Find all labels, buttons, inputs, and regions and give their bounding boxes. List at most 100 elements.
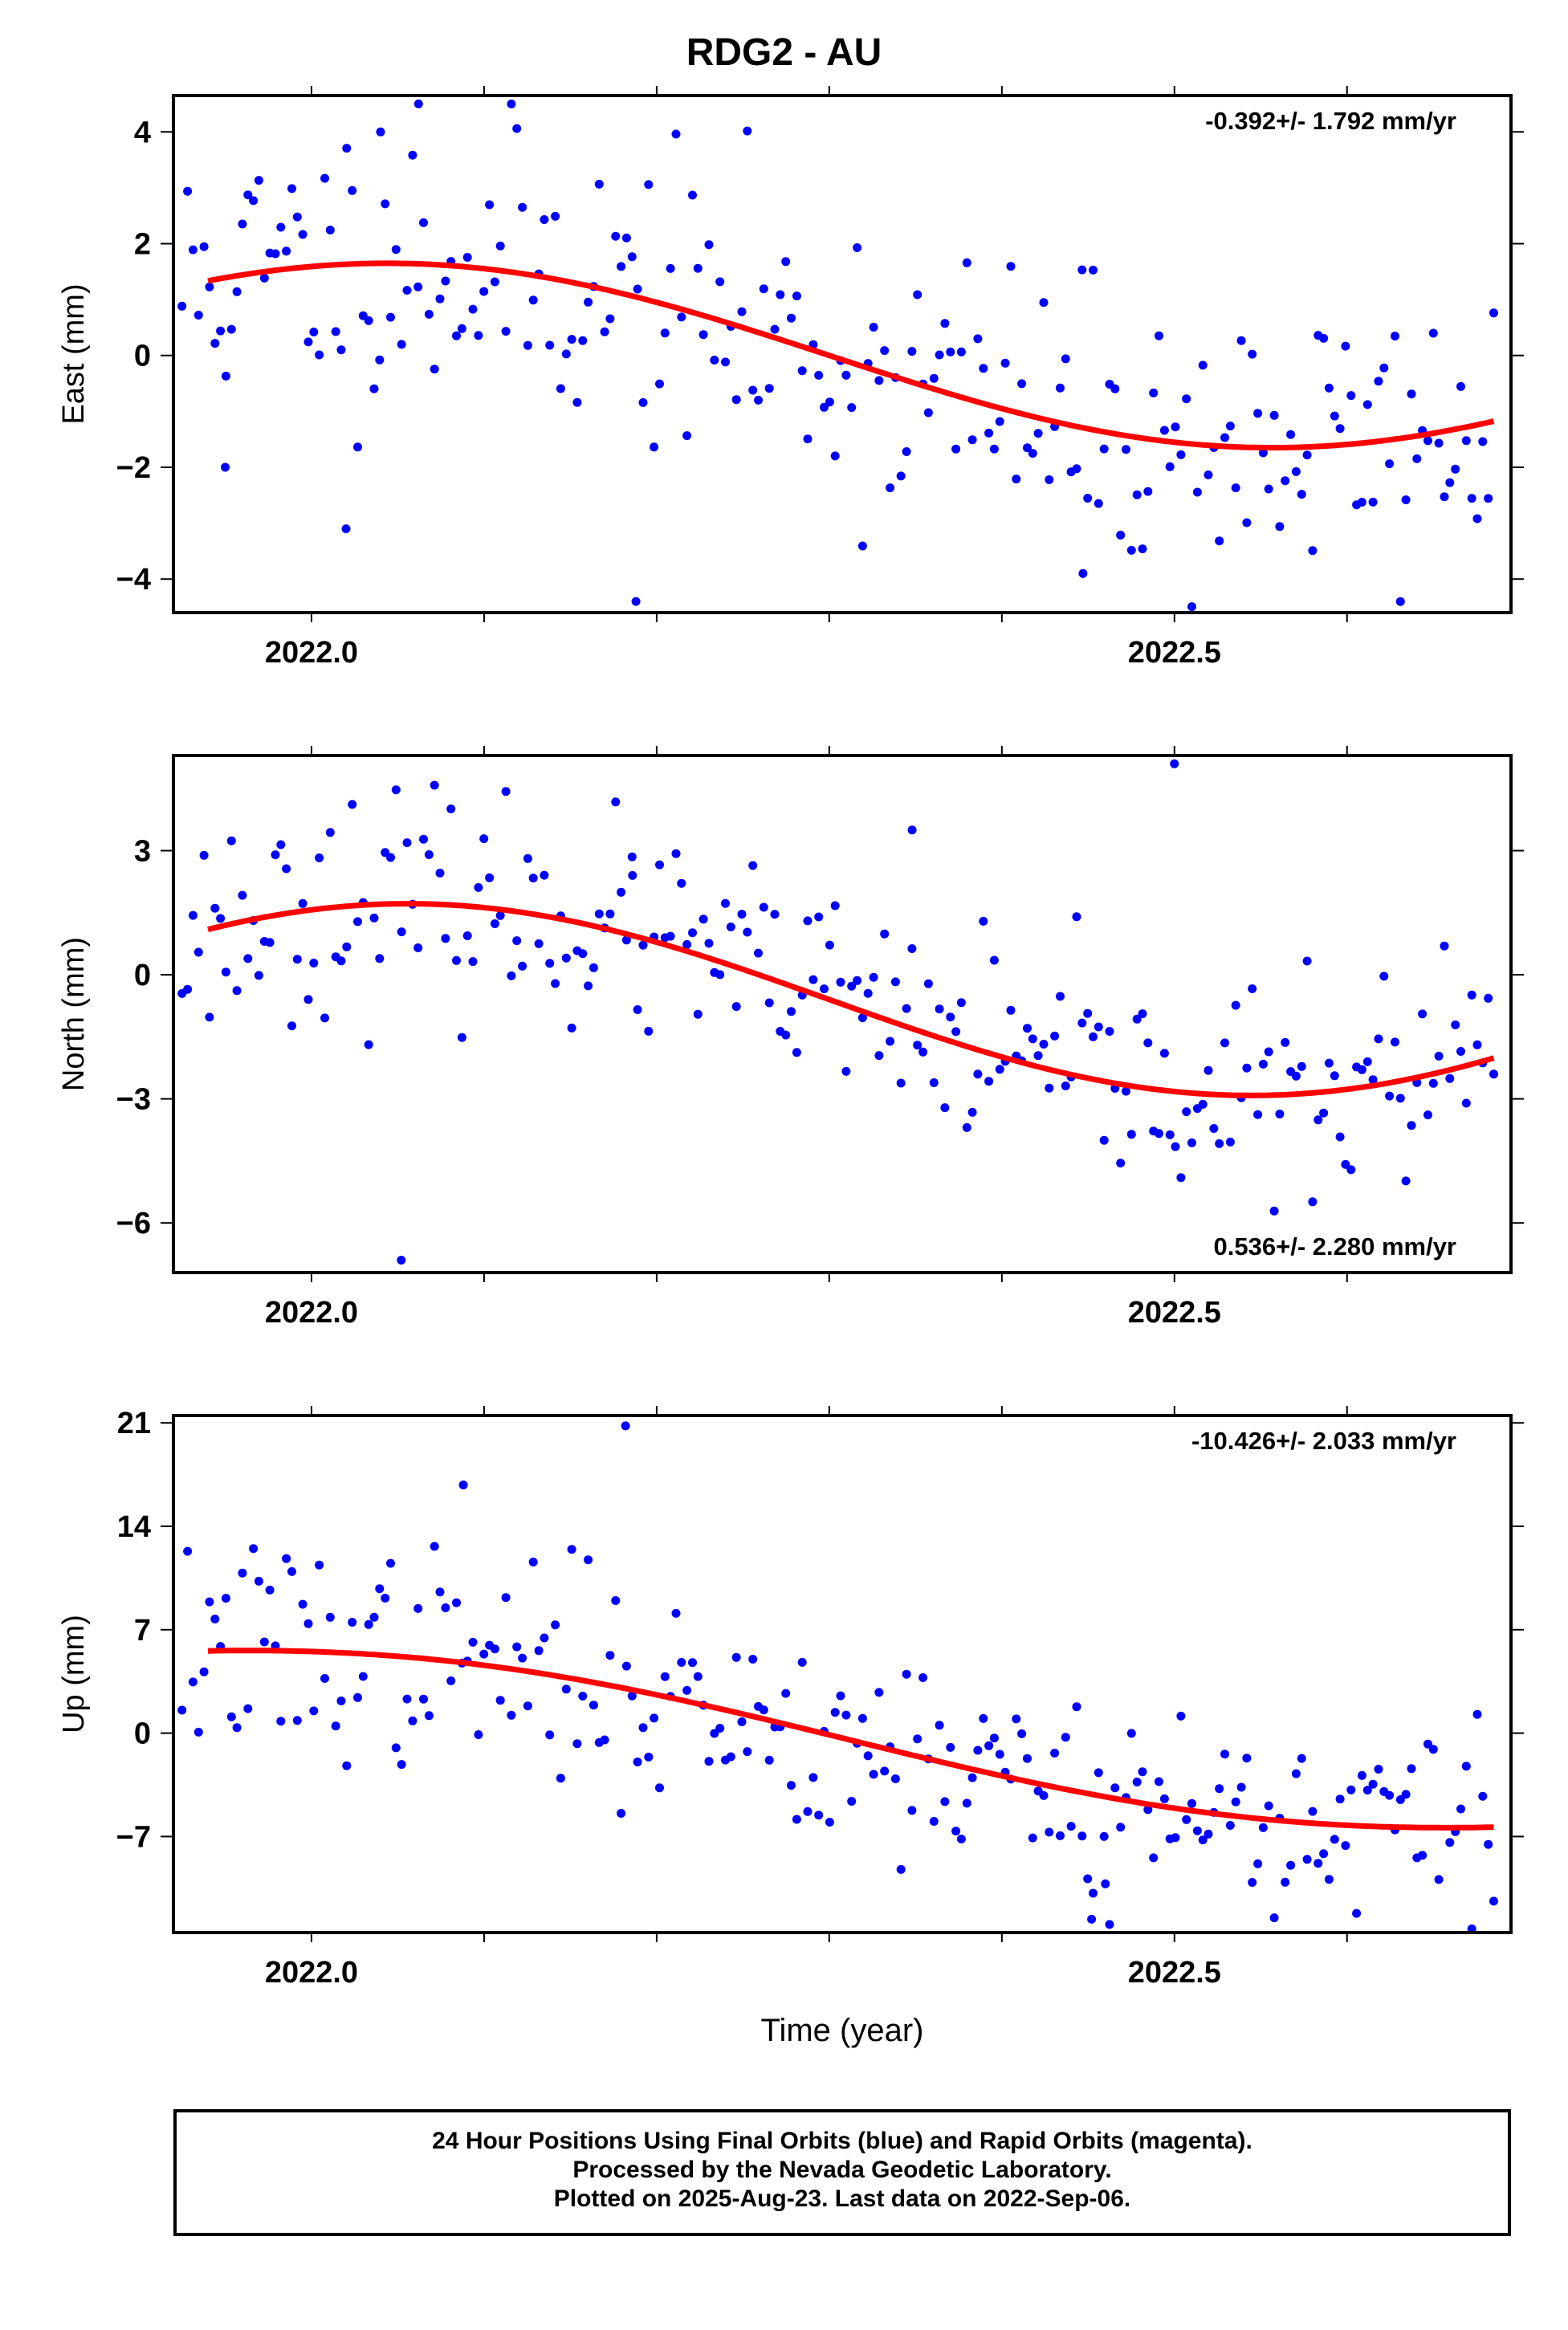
data-point	[1056, 383, 1065, 393]
data-point	[1061, 1733, 1070, 1742]
data-point	[715, 1724, 725, 1733]
data-point	[671, 129, 681, 139]
data-point	[847, 403, 857, 413]
data-point	[1330, 1071, 1339, 1081]
data-point	[292, 1716, 302, 1725]
data-point	[441, 276, 450, 286]
data-point	[221, 462, 230, 472]
data-point	[611, 797, 621, 807]
data-point	[424, 850, 434, 859]
data-point	[183, 1546, 193, 1556]
data-point	[485, 873, 495, 882]
data-point	[1269, 1913, 1279, 1923]
data-point	[1461, 1098, 1471, 1108]
data-point	[561, 349, 571, 359]
data-point	[1198, 1099, 1208, 1109]
data-point	[282, 246, 291, 256]
data-point	[342, 1761, 352, 1770]
data-point	[364, 1619, 373, 1629]
data-point	[1072, 464, 1081, 474]
plot-frame	[172, 1414, 1513, 1934]
data-point	[627, 852, 637, 862]
data-point	[1264, 1801, 1273, 1811]
data-point	[1324, 1058, 1334, 1068]
data-point	[205, 1597, 214, 1607]
data-point	[1220, 1038, 1229, 1048]
data-point	[238, 890, 247, 900]
data-point	[1045, 1083, 1054, 1093]
data-point	[1099, 1831, 1109, 1841]
data-point	[397, 340, 406, 349]
data-point	[1335, 424, 1345, 434]
y-tick-label: 21	[117, 1407, 151, 1440]
data-point	[210, 339, 220, 348]
data-point	[830, 451, 840, 461]
data-point	[298, 1599, 307, 1609]
data-point	[188, 910, 198, 920]
data-point	[353, 442, 362, 452]
data-point	[1203, 1065, 1213, 1075]
data-point	[721, 357, 730, 367]
y-axis-label: Up (mm)	[57, 1615, 91, 1733]
rate-label: 0.536+/- 2.280 mm/yr	[1214, 1232, 1456, 1261]
data-point	[462, 253, 472, 262]
data-point	[737, 1717, 747, 1726]
data-point	[1078, 568, 1088, 578]
data-point	[764, 998, 774, 1008]
data-point	[369, 913, 379, 923]
data-point	[973, 1745, 983, 1755]
data-point	[1182, 1107, 1191, 1117]
data-point	[1050, 1031, 1060, 1041]
data-point	[276, 840, 286, 849]
data-point	[413, 1603, 423, 1613]
data-point	[1028, 449, 1037, 458]
data-point	[951, 444, 961, 454]
data-point	[567, 335, 576, 344]
data-point	[303, 337, 313, 347]
data-point	[984, 428, 994, 438]
y-axis-label: North (mm)	[57, 937, 91, 1091]
data-point	[1198, 360, 1208, 370]
data-point	[391, 245, 401, 255]
data-point	[1302, 1855, 1312, 1864]
data-point	[1176, 1173, 1186, 1183]
data-point	[1220, 1750, 1229, 1759]
data-point	[397, 1760, 406, 1770]
data-point	[435, 1587, 445, 1597]
data-point	[1461, 1762, 1471, 1771]
data-point	[1056, 992, 1065, 1001]
data-point	[781, 257, 791, 267]
data-point	[315, 853, 324, 862]
data-point	[951, 1827, 961, 1836]
data-point	[1077, 265, 1087, 275]
data-point	[1319, 1849, 1329, 1859]
data-point	[265, 938, 275, 947]
data-point	[621, 233, 631, 242]
data-point	[375, 954, 385, 963]
data-point	[929, 1078, 939, 1087]
data-point	[677, 878, 686, 888]
data-point	[561, 1684, 571, 1694]
data-point	[567, 1545, 576, 1554]
data-point	[1484, 1839, 1493, 1849]
data-point	[348, 185, 357, 195]
data-point	[677, 312, 686, 322]
data-point	[1061, 1081, 1070, 1090]
data-point	[1242, 1063, 1252, 1073]
data-point	[1368, 497, 1378, 507]
y-tick-label: 4	[134, 116, 151, 149]
data-point	[979, 364, 988, 373]
data-point	[863, 988, 873, 998]
data-point	[1258, 1823, 1268, 1832]
data-point	[1401, 1790, 1411, 1799]
data-point	[490, 919, 499, 928]
data-point	[605, 314, 615, 324]
data-point	[1089, 265, 1098, 275]
data-point	[540, 215, 549, 224]
data-point	[1341, 1841, 1350, 1851]
data-point	[1231, 1797, 1240, 1807]
data-point	[1171, 422, 1180, 432]
data-point	[177, 301, 187, 311]
data-point	[441, 934, 450, 943]
data-point	[902, 447, 911, 456]
